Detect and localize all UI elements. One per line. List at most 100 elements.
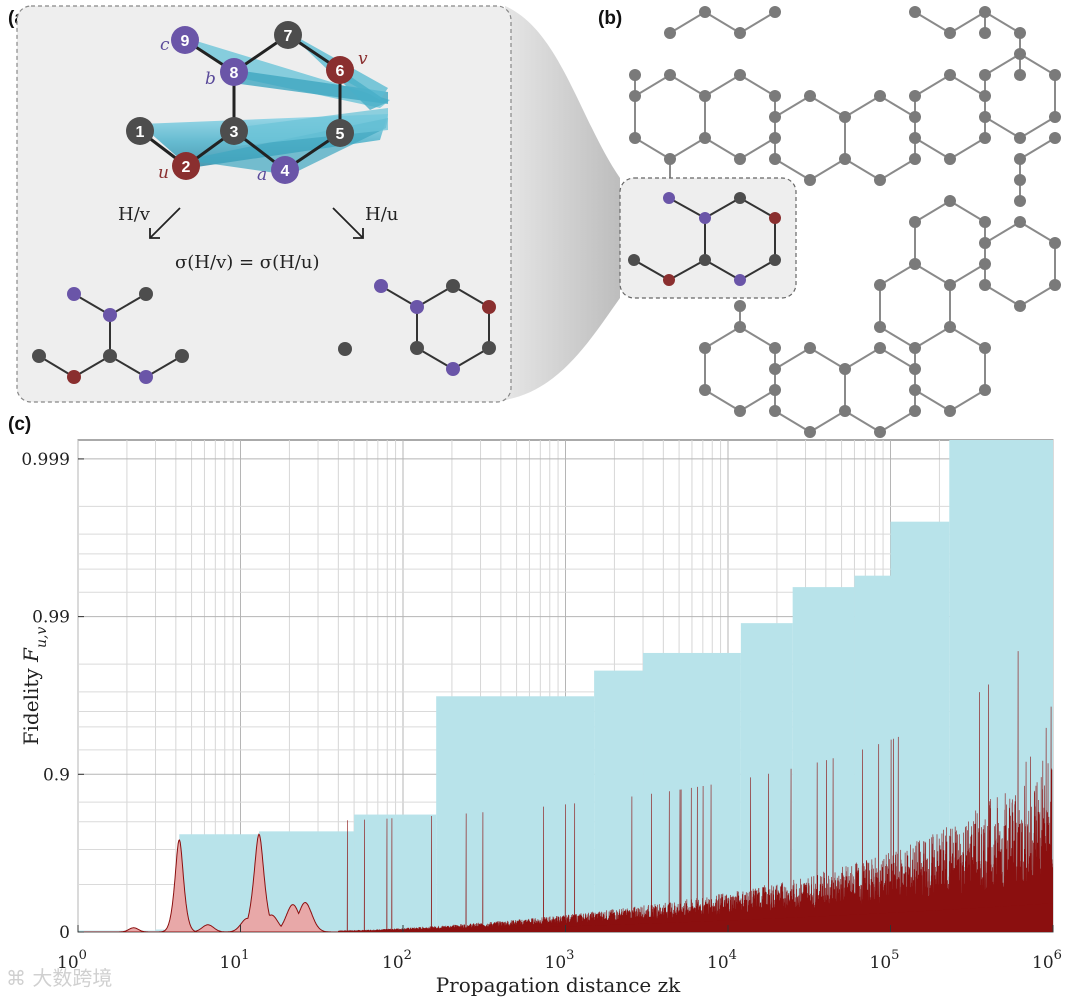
lattice-node	[769, 363, 781, 375]
lattice-node	[769, 405, 781, 417]
lattice-node	[839, 111, 851, 123]
envelope-step-6	[594, 670, 644, 932]
tag-v: v	[358, 49, 368, 69]
lattice-node	[804, 174, 816, 186]
lattice-node	[1014, 153, 1026, 165]
lattice-node	[839, 153, 851, 165]
lattice-node	[944, 27, 956, 39]
lattice-node	[909, 6, 921, 18]
node-5: 5	[326, 119, 354, 147]
lattice-node	[944, 279, 956, 291]
x-tick-label: 105	[870, 948, 900, 973]
lattice-node	[909, 132, 921, 144]
node-1: 1	[126, 117, 154, 145]
lattice-node	[769, 111, 781, 123]
tag-u: u	[158, 163, 169, 183]
label-h-over-v: H/v	[118, 204, 151, 225]
x-tick-label: 106	[1032, 948, 1062, 973]
reduced-graph-right-nodes	[374, 279, 496, 376]
y-tick-label: 0.99	[32, 608, 70, 628]
tag-a: a	[257, 165, 267, 185]
lattice-node	[1014, 69, 1026, 81]
lattice-node	[839, 405, 851, 417]
lattice-node	[944, 153, 956, 165]
x-tick-label: 104	[707, 948, 737, 973]
lattice-node	[734, 69, 746, 81]
arrow-right	[332, 207, 364, 239]
node-8: 8	[220, 58, 248, 86]
panel-c-chart: 0.999 0.99 0.9 0 100 101 102 103 104 105 106 Prop…	[19, 439, 1062, 997]
node-7: 7	[274, 21, 302, 49]
node-3: 3	[220, 117, 248, 145]
y-tick-label: 0	[59, 923, 70, 943]
arrow-left	[149, 207, 181, 239]
lattice-node	[909, 216, 921, 228]
lattice-node	[909, 111, 921, 123]
lattice-node	[769, 90, 781, 102]
fidelity-dense-region	[337, 651, 1053, 932]
lattice-node	[909, 342, 921, 354]
panel-a: 1 2 3 4 5 6 7 8 9 c b v u a H/v H/u σ(H/…	[16, 5, 512, 403]
lattice-node	[1049, 111, 1061, 123]
lattice-node	[769, 384, 781, 396]
panel-a-box	[16, 5, 512, 403]
tag-b: b	[205, 69, 216, 89]
lattice-node	[769, 132, 781, 144]
lattice-node	[979, 132, 991, 144]
lattice-node	[909, 405, 921, 417]
lattice-node	[979, 90, 991, 102]
lattice-node	[629, 132, 641, 144]
lattice-node	[664, 27, 676, 39]
y-tick-label: 0.9	[43, 765, 70, 785]
spectrum-equation: σ(H/v) = σ(H/u)	[175, 252, 319, 273]
node-6: 6	[326, 56, 354, 84]
lattice-node	[734, 405, 746, 417]
lattice-node	[1014, 48, 1026, 60]
svg-text:7: 7	[284, 28, 293, 45]
lattice-node	[1049, 132, 1061, 144]
watermark: ⌘ 大数跨境	[6, 966, 113, 990]
lattice-node	[804, 426, 816, 438]
panel-b-inset	[619, 177, 797, 299]
lattice-node	[699, 90, 711, 102]
lattice-node	[874, 90, 886, 102]
lattice-node	[1049, 279, 1061, 291]
lattice-node	[874, 279, 886, 291]
y-axis-title: Fidelity Fu,v	[19, 627, 50, 746]
lattice-node	[979, 6, 991, 18]
tag-c: c	[160, 35, 170, 55]
lattice-node	[734, 321, 746, 333]
lattice-node	[839, 363, 851, 375]
lattice-node	[734, 300, 746, 312]
node-9: 9	[171, 26, 199, 54]
lattice-node	[664, 153, 676, 165]
series-envelope	[78, 440, 1053, 932]
lattice-node	[1014, 300, 1026, 312]
lattice-node	[734, 153, 746, 165]
lattice-node	[909, 90, 921, 102]
envelope-step-5	[436, 696, 595, 932]
lattice-node	[699, 342, 711, 354]
envelope-step-7	[643, 652, 741, 932]
lattice-node	[979, 111, 991, 123]
reduced-graph-left-nodes	[32, 287, 189, 384]
lattice-node	[979, 216, 991, 228]
svg-text:4: 4	[281, 163, 290, 180]
x-tick-label: 100	[57, 948, 87, 973]
series-fidelity	[78, 651, 1053, 932]
y-tick-labels: 0.999 0.99 0.9 0	[21, 450, 84, 943]
lattice-node	[979, 279, 991, 291]
node-2: 2	[172, 152, 200, 180]
panel-label-c: (c)	[8, 414, 32, 435]
lattice-node	[1014, 132, 1026, 144]
lattice-node	[1014, 195, 1026, 207]
lattice-node	[944, 69, 956, 81]
svg-text:3: 3	[230, 124, 239, 141]
fidelity-early-peaks	[78, 833, 339, 932]
x-tick-label: 102	[382, 948, 412, 973]
envelope-step-8	[740, 623, 793, 932]
node-4: 4	[271, 156, 299, 184]
lattice-node	[699, 384, 711, 396]
lattice-node	[944, 321, 956, 333]
svg-text:2: 2	[182, 159, 191, 176]
